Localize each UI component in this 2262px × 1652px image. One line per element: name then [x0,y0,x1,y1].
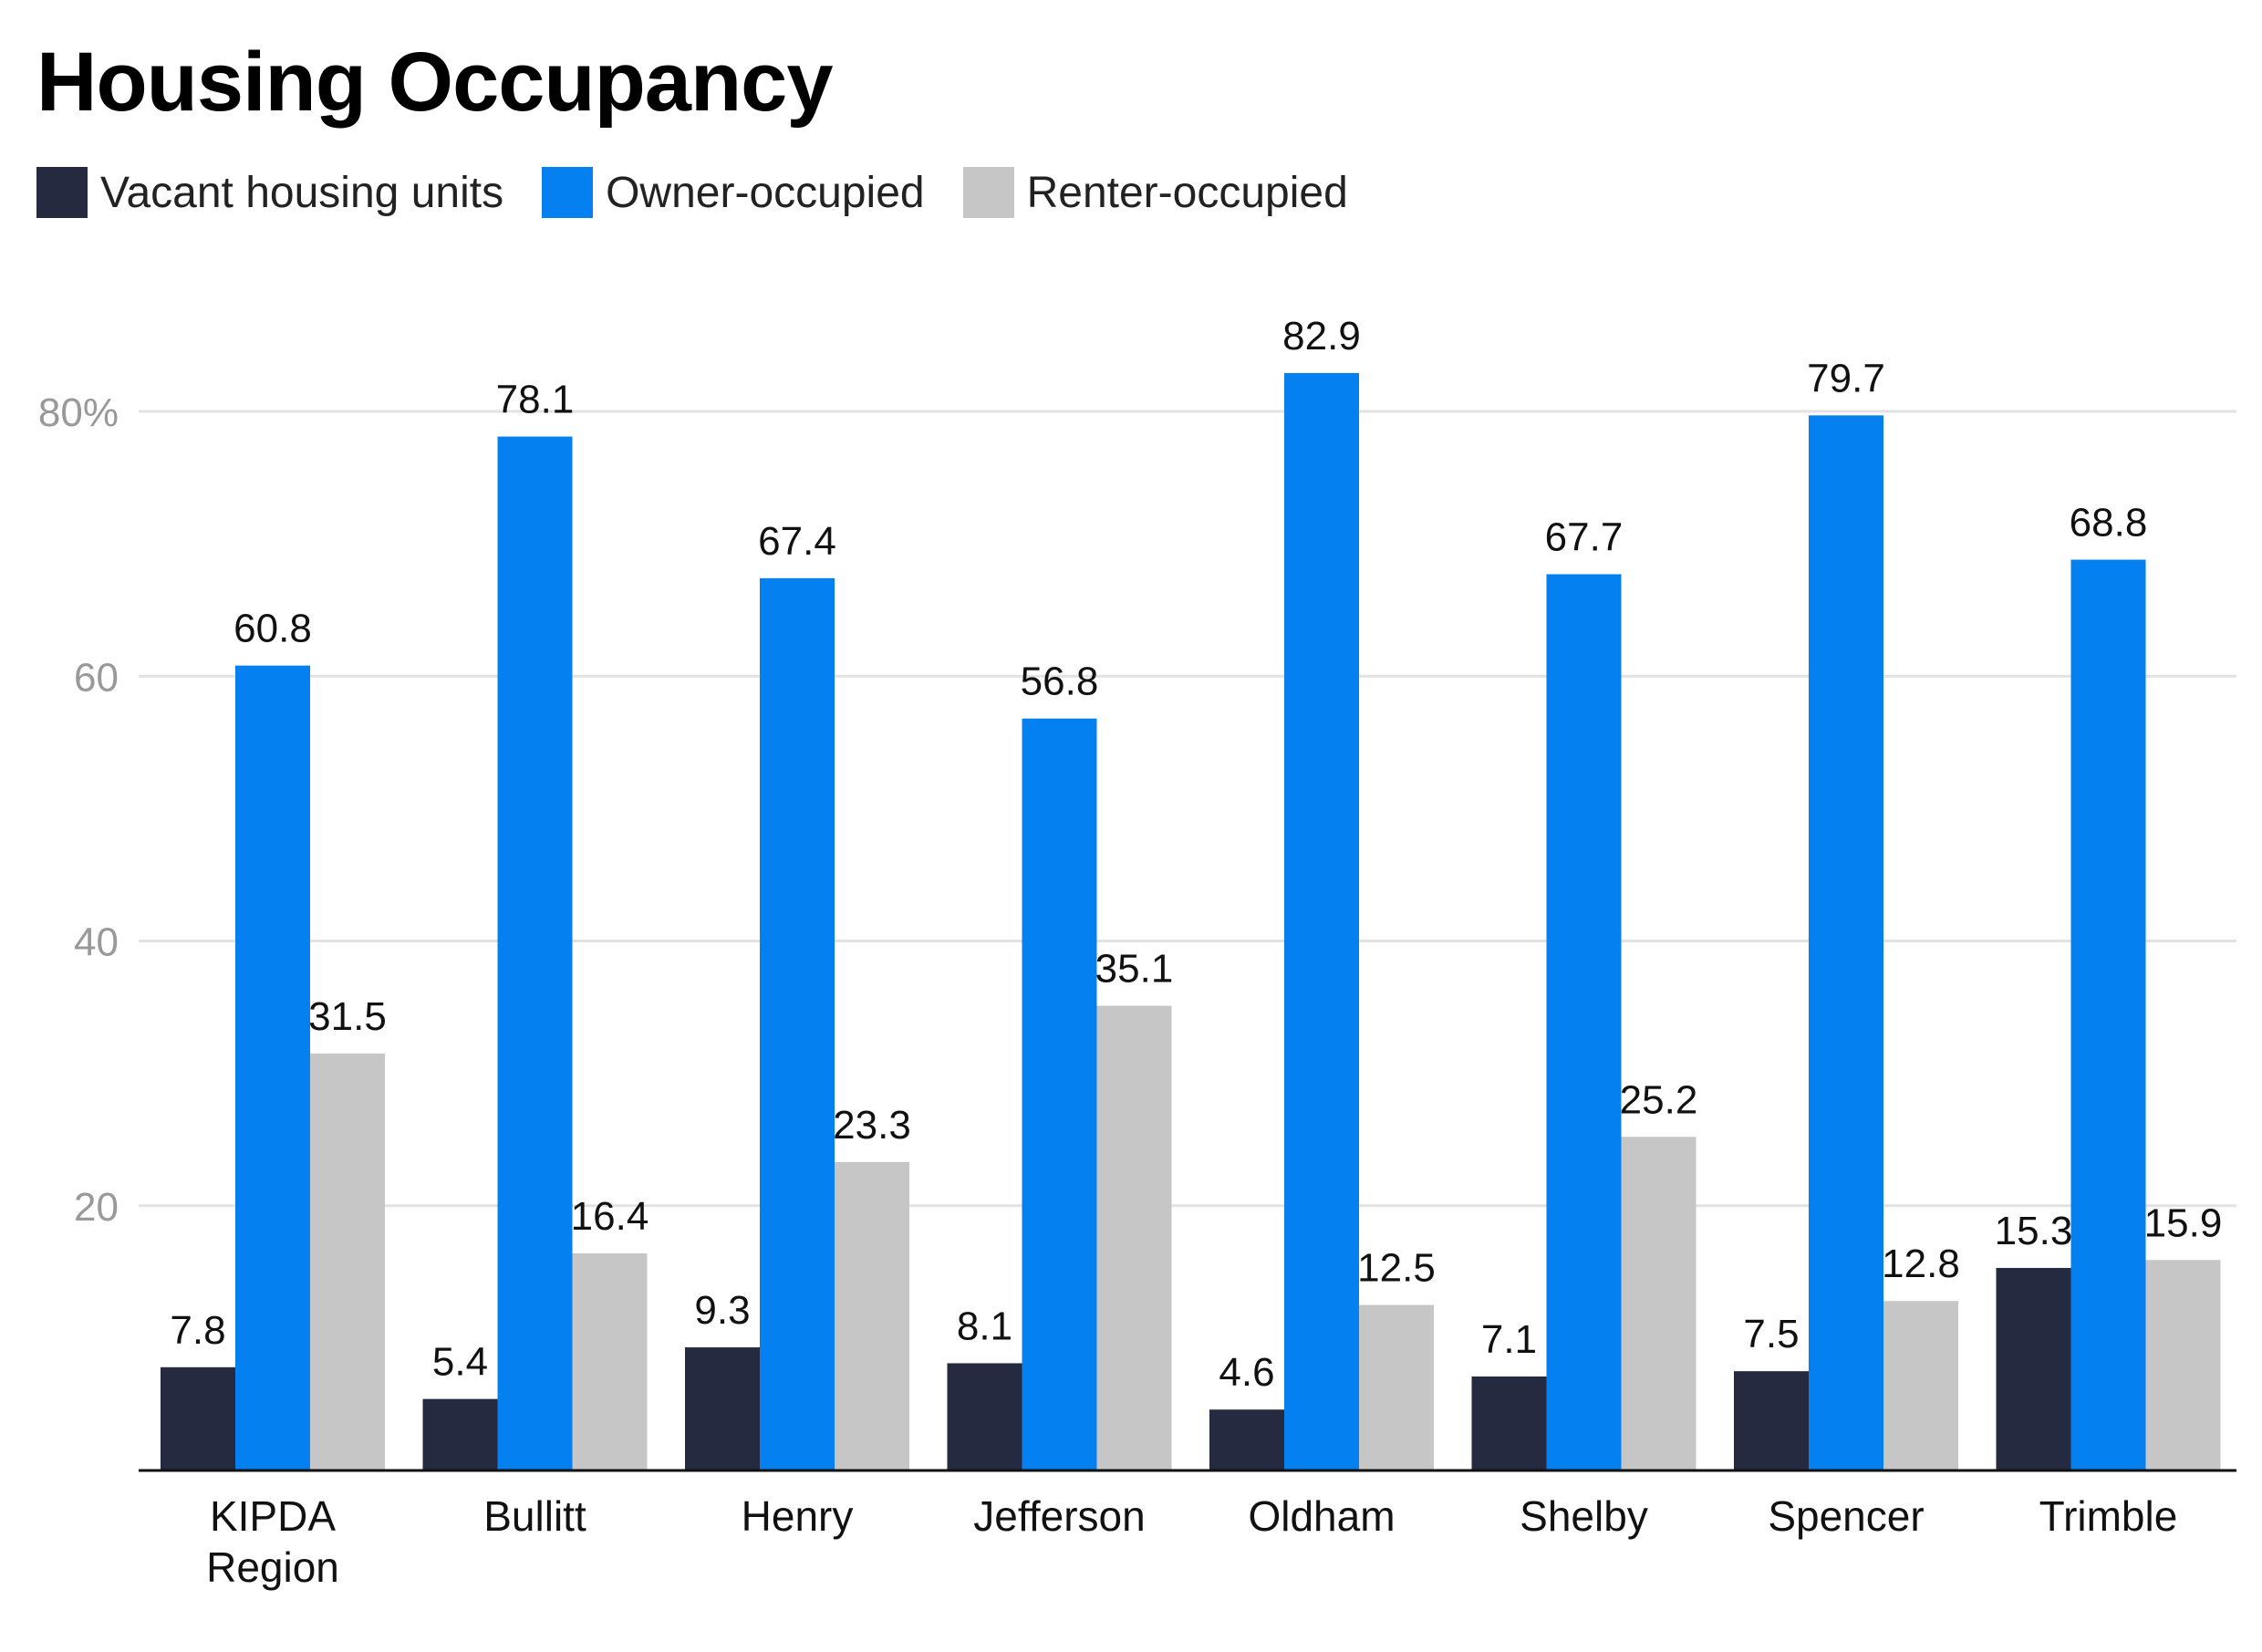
y-tick-label-80: 80% [38,390,119,435]
value-label-vacant-5: 7.1 [1481,1317,1537,1362]
value-label-renter-2: 23.3 [833,1103,911,1148]
value-labels: 7.8 60.8 31.5 5.4 78.1 16.4 9.3 67.4 23.3 8.1 56.8… [170,314,2222,1395]
bar-vacant-7[interactable] [1996,1267,2071,1470]
bar-owner-1[interactable] [497,436,573,1471]
value-label-vacant-7: 15.3 [1995,1209,2073,1253]
legend: Vacant housing units Owner-occupied Rent… [36,167,1386,218]
value-label-vacant-0: 7.8 [170,1308,225,1353]
bar-owner-4[interactable] [1284,372,1359,1470]
value-label-owner-0: 60.8 [233,607,312,651]
bar-vacant-6[interactable] [1734,1371,1809,1470]
bar-vacant-2[interactable] [685,1347,760,1470]
legend-label-vacant: Vacant housing units [100,168,504,217]
value-label-vacant-3: 8.1 [957,1304,1012,1348]
value-label-renter-3: 35.1 [1095,947,1174,992]
chart-title: Housing Occupancy [36,36,833,129]
value-label-renter-4: 12.5 [1357,1246,1436,1291]
bar-owner-0[interactable] [235,665,310,1470]
bars [161,372,2221,1471]
value-label-owner-2: 67.4 [758,519,836,564]
bar-renter-0[interactable] [310,1053,385,1470]
value-label-owner-3: 56.8 [1021,660,1099,704]
value-label-vacant-1: 5.4 [432,1340,488,1385]
bar-vacant-4[interactable] [1209,1409,1284,1470]
bar-vacant-1[interactable] [422,1398,498,1470]
bar-owner-5[interactable] [1546,574,1622,1470]
category-label-7: Trimble [2039,1492,2178,1540]
y-tick-label-60: 60 [74,655,119,700]
value-label-owner-7: 68.8 [2070,501,2148,545]
y-tick-label-20: 20 [74,1185,119,1230]
category-label-4: Oldham [1248,1492,1395,1540]
legend-label-owner: Owner-occupied [606,168,925,217]
category-label-6: Spencer [1768,1492,1924,1540]
value-label-vacant-2: 9.3 [694,1288,750,1333]
bar-owner-2[interactable] [760,577,835,1470]
bar-owner-3[interactable] [1022,718,1097,1470]
y-tick-label-40: 40 [74,920,119,965]
bar-owner-7[interactable] [2070,559,2146,1470]
bar-renter-3[interactable] [1096,1005,1172,1470]
value-label-renter-6: 12.8 [1882,1242,1960,1286]
category-label-2: Henry [742,1492,854,1540]
bar-renter-1[interactable] [572,1252,648,1470]
value-label-renter-5: 25.2 [1620,1077,1698,1122]
category-label-5: Shelby [1520,1492,1648,1540]
bar-vacant-5[interactable] [1471,1376,1547,1470]
value-label-renter-7: 15.9 [2144,1200,2223,1245]
value-label-owner-4: 82.9 [1282,314,1361,358]
value-label-vacant-4: 4.6 [1219,1350,1274,1395]
value-label-owner-1: 78.1 [496,378,575,422]
legend-swatch-renter [962,167,1014,218]
legend-label-renter: Renter-occupied [1026,168,1348,217]
bar-renter-4[interactable] [1359,1304,1434,1470]
bar-renter-6[interactable] [1883,1301,1958,1470]
gridlines [139,410,2236,1208]
bar-renter-5[interactable] [1621,1137,1696,1470]
value-label-owner-5: 67.7 [1545,515,1624,560]
value-label-renter-0: 31.5 [308,994,387,1039]
bar-vacant-0[interactable] [161,1366,235,1470]
bar-renter-2[interactable] [835,1161,909,1470]
bar-owner-6[interactable] [1809,415,1883,1470]
bar-renter-7[interactable] [2145,1260,2221,1470]
legend-swatch-owner [542,167,594,218]
category-label-0-line-1: Region [206,1543,339,1591]
category-label-3: Jefferson [973,1492,1145,1540]
bar-vacant-3[interactable] [947,1363,1022,1470]
value-label-vacant-6: 7.5 [1743,1312,1799,1356]
category-label-1: Bullitt [483,1492,586,1540]
value-label-renter-1: 16.4 [571,1194,649,1239]
category-label-0-line-0: KIPDA [210,1492,336,1540]
legend-item-owner[interactable]: Owner-occupied [542,167,925,218]
legend-item-renter[interactable]: Renter-occupied [962,167,1348,218]
value-label-owner-6: 79.7 [1807,356,1885,400]
y-axis-ticks: 20 40 60 80% [38,390,119,1230]
legend-swatch-vacant [36,167,88,218]
legend-item-vacant[interactable]: Vacant housing units [36,167,503,218]
